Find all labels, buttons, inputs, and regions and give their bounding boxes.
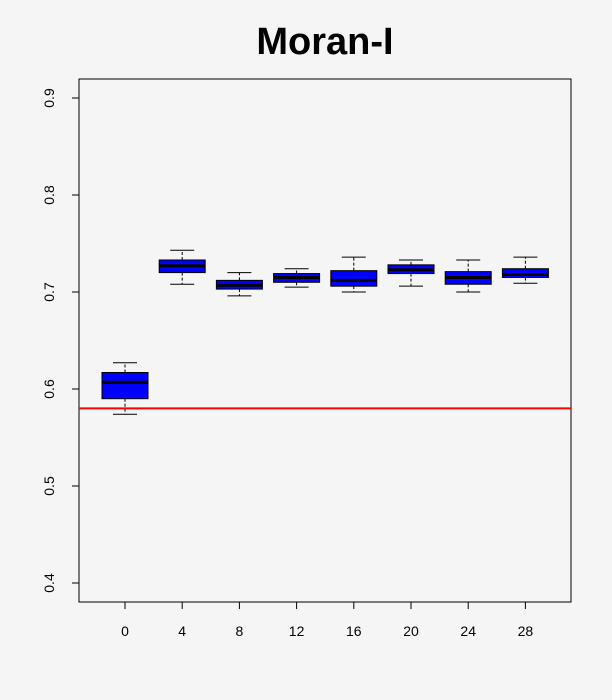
box-0 — [101, 362, 149, 415]
x-tick-label: 16 — [346, 623, 362, 639]
boxplot-series — [101, 249, 549, 415]
x-tick-label: 20 — [403, 623, 419, 639]
x-tick-label: 4 — [178, 623, 186, 639]
y-tick-label: 0.9 — [41, 88, 57, 108]
box-24 — [444, 259, 492, 293]
box-12 — [273, 268, 321, 288]
box-4 — [158, 249, 206, 285]
plot-frame — [78, 78, 572, 603]
y-tick-label: 0.6 — [41, 379, 57, 399]
box-8 — [215, 272, 263, 297]
box-28 — [501, 256, 549, 284]
x-tick-label: 24 — [460, 623, 476, 639]
box-body — [101, 372, 149, 400]
y-tick-label: 0.5 — [41, 476, 57, 496]
y-axis: 0.4 0.5 0.6 0.7 0.8 0.9 — [41, 88, 80, 593]
x-axis: 0 4 8 12 16 20 24 28 — [121, 601, 534, 639]
x-tick-label: 8 — [236, 623, 244, 639]
x-tick-label: 28 — [518, 623, 534, 639]
chart-title: Moran-I — [256, 21, 393, 63]
box-body — [330, 270, 378, 287]
box-16 — [330, 256, 378, 293]
y-tick-label: 0.4 — [41, 573, 57, 593]
x-tick-label: 0 — [121, 623, 129, 639]
x-tick-label: 12 — [289, 623, 305, 639]
y-tick-label: 0.7 — [41, 282, 57, 302]
y-tick-label: 0.8 — [41, 185, 57, 205]
box-20 — [387, 259, 435, 287]
